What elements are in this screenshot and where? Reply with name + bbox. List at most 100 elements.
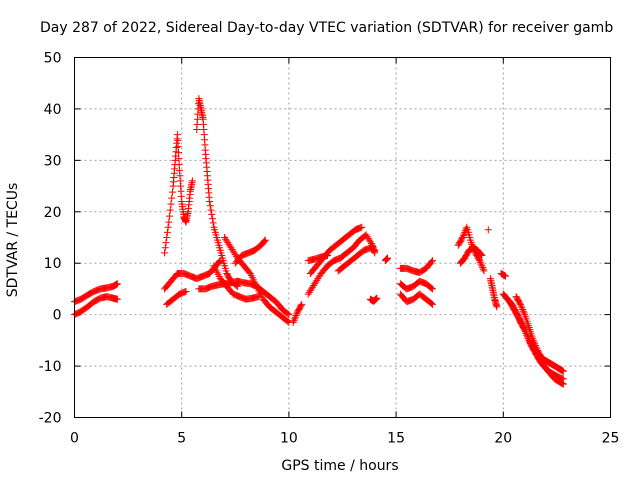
data-point xyxy=(293,310,301,318)
plot-frame xyxy=(74,57,611,418)
data-point xyxy=(371,246,379,254)
data-point xyxy=(175,161,183,169)
data-point xyxy=(174,149,182,157)
series-arc-f xyxy=(163,288,190,308)
data-point xyxy=(209,219,217,227)
data-point xyxy=(475,255,483,263)
data-point xyxy=(480,267,488,275)
y-tick-label: -10 xyxy=(39,359,62,375)
data-point xyxy=(427,258,435,266)
y-tick-label: 20 xyxy=(44,205,62,221)
series-arc-n xyxy=(304,252,331,265)
data-point xyxy=(429,300,437,308)
data-point xyxy=(297,302,305,310)
data-point xyxy=(372,295,380,303)
data-point xyxy=(459,234,467,241)
data-point xyxy=(531,342,539,349)
data-points xyxy=(71,95,567,388)
data-point xyxy=(520,324,528,332)
data-point xyxy=(524,333,532,341)
series-arc-y xyxy=(486,275,501,311)
data-point xyxy=(384,254,392,262)
data-point xyxy=(175,155,183,163)
data-point xyxy=(519,306,527,313)
data-point xyxy=(358,223,366,231)
data-point xyxy=(174,137,182,145)
data-point xyxy=(532,343,540,351)
data-point xyxy=(163,234,171,241)
series-arc-r xyxy=(396,257,437,276)
data-point xyxy=(458,235,466,243)
data-point xyxy=(206,202,214,210)
data-point xyxy=(284,310,292,318)
series-arc-m xyxy=(306,223,366,277)
data-point xyxy=(291,313,299,321)
data-point xyxy=(260,238,268,246)
data-point xyxy=(476,250,484,258)
data-point xyxy=(164,223,172,231)
series-arc-x xyxy=(497,270,509,280)
data-point xyxy=(373,294,381,302)
data-point xyxy=(559,367,567,375)
data-point xyxy=(285,311,293,319)
data-point xyxy=(477,260,485,268)
y-tick-label: 30 xyxy=(44,153,62,169)
data-point xyxy=(519,323,527,331)
data-point xyxy=(208,215,216,223)
series-arc-c xyxy=(161,131,196,257)
data-point xyxy=(501,272,509,280)
data-point xyxy=(530,338,538,346)
y-tick-label: 0 xyxy=(53,308,62,324)
y-tick-label: 40 xyxy=(44,102,62,118)
data-point xyxy=(207,206,215,214)
series-arc-q xyxy=(381,254,392,265)
y-tick-labels: -20 -10 0 10 20 30 40 50 xyxy=(39,51,62,427)
data-point xyxy=(174,143,182,151)
data-point xyxy=(168,188,176,196)
data-point xyxy=(323,252,331,259)
data-point xyxy=(429,285,437,293)
data-point xyxy=(467,239,475,247)
data-point xyxy=(173,131,181,139)
series-arc-t xyxy=(396,290,437,308)
data-point xyxy=(427,284,435,292)
series-arc-b xyxy=(71,293,121,319)
data-point xyxy=(533,345,541,353)
data-point xyxy=(166,212,174,220)
x-tick-label: 10 xyxy=(280,431,298,447)
data-point xyxy=(255,293,263,301)
series-arc-bb xyxy=(512,293,567,375)
data-point xyxy=(477,251,485,259)
data-point xyxy=(215,258,223,266)
series-arc-a xyxy=(71,280,121,306)
x-tick-label: 5 xyxy=(177,431,186,447)
data-point xyxy=(493,303,501,311)
data-point xyxy=(460,230,468,238)
data-point xyxy=(559,375,567,383)
x-tick-label: 15 xyxy=(387,431,405,447)
series-arc-k xyxy=(289,300,306,326)
data-point xyxy=(161,249,169,257)
data-point xyxy=(292,312,300,319)
y-tick-label: 50 xyxy=(44,51,62,67)
data-point xyxy=(429,257,437,265)
x-tick-label: 25 xyxy=(602,431,620,447)
data-point xyxy=(516,299,524,307)
data-point xyxy=(289,318,297,326)
data-point xyxy=(520,309,528,317)
data-point xyxy=(298,300,306,308)
series-arc-aa xyxy=(506,298,567,383)
series-arc-w xyxy=(484,226,492,234)
data-point xyxy=(427,300,435,307)
data-point xyxy=(206,198,214,205)
data-point xyxy=(529,336,537,344)
data-point xyxy=(165,218,173,226)
data-point xyxy=(284,318,292,325)
data-point xyxy=(113,295,121,303)
data-point xyxy=(291,315,299,323)
chart-title: Day 287 of 2022, Sidereal Day-to-day VTE… xyxy=(40,20,613,36)
data-point xyxy=(371,296,379,304)
series-arc-e xyxy=(161,257,224,293)
series-arc-o xyxy=(334,244,379,275)
data-point xyxy=(166,206,174,214)
